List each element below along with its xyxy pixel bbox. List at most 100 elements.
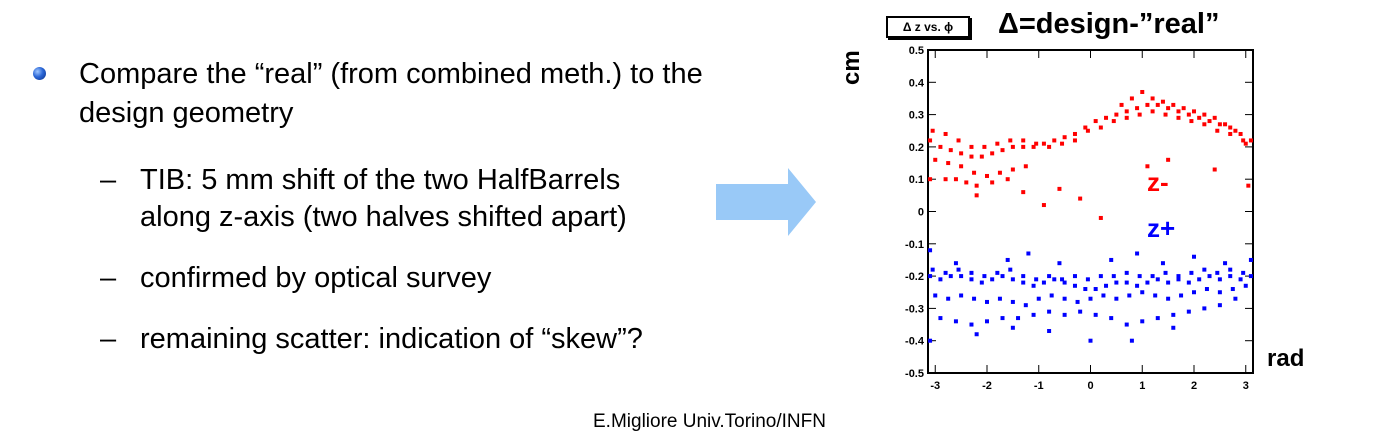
data-point [984, 173, 989, 178]
data-point [982, 144, 987, 149]
data-point [1228, 125, 1233, 130]
data-point [1031, 144, 1036, 149]
data-point [1197, 115, 1202, 120]
data-point [1098, 125, 1103, 130]
data-point [1010, 167, 1015, 172]
data-point [1083, 125, 1088, 130]
data-point [1021, 274, 1026, 279]
data-point [1145, 102, 1150, 107]
data-point [1127, 293, 1132, 298]
data-point [1021, 190, 1026, 195]
dash-1: – [100, 164, 117, 196]
data-point [1238, 131, 1243, 136]
data-point [1021, 138, 1026, 143]
series-label-z-plus: z+ [1147, 213, 1176, 243]
data-point [1085, 128, 1090, 133]
data-point [1052, 138, 1057, 143]
data-point [1150, 274, 1155, 279]
data-point [1145, 164, 1150, 169]
data-point [1021, 144, 1026, 149]
data-point [1010, 144, 1015, 149]
data-point [1197, 277, 1202, 282]
y-tick-label: 0.3 [909, 110, 924, 122]
data-point [1140, 89, 1145, 94]
x-tick-label: 3 [1243, 380, 1249, 392]
dash-2: – [100, 262, 117, 294]
data-point [1109, 257, 1114, 262]
data-point [1034, 141, 1039, 146]
y-tick-label: 0 [918, 207, 924, 219]
data-point [1049, 293, 1054, 298]
data-point [1005, 257, 1010, 262]
series-label-z-minus: z- [1147, 167, 1169, 197]
x-tick-label: 1 [1139, 380, 1145, 392]
data-point [1155, 277, 1160, 282]
data-point [984, 299, 989, 304]
data-point [1098, 274, 1103, 279]
data-point [1176, 277, 1181, 282]
data-point [997, 296, 1002, 301]
x-tick-label: -1 [1034, 380, 1044, 392]
data-point [1179, 293, 1184, 298]
data-point [1238, 277, 1243, 282]
data-point [959, 151, 964, 156]
data-point [1114, 296, 1119, 301]
data-point [928, 338, 933, 343]
data-point [1124, 270, 1129, 275]
data-point [1010, 299, 1015, 304]
sub-bullet-3-text: remaining scatter: indication of “skew”? [140, 323, 643, 355]
data-point [1248, 257, 1253, 262]
data-point [1166, 106, 1171, 111]
data-point [1171, 102, 1176, 107]
data-point [1031, 312, 1036, 317]
data-point [1160, 261, 1165, 266]
data-point [1215, 270, 1220, 275]
data-point [1072, 138, 1077, 143]
data-point [1031, 283, 1036, 288]
data-point [1241, 270, 1246, 275]
data-point [1093, 287, 1098, 292]
data-point [959, 274, 964, 279]
data-point [1060, 277, 1065, 282]
data-point [1129, 96, 1134, 101]
data-point [969, 270, 974, 275]
data-point [946, 161, 951, 166]
data-point [1176, 109, 1181, 114]
data-point [1072, 283, 1077, 288]
data-point [1005, 177, 1010, 182]
data-point [1075, 299, 1080, 304]
data-point [1217, 303, 1222, 308]
data-point [1212, 167, 1217, 172]
data-point [1135, 283, 1140, 288]
x-tick-label: -2 [982, 380, 992, 392]
data-point [1202, 306, 1207, 311]
data-point [1176, 274, 1181, 279]
data-point [995, 141, 1000, 146]
data-point [1207, 119, 1212, 124]
right-arrow-icon [716, 168, 816, 236]
data-point [1186, 309, 1191, 314]
data-point [1192, 254, 1197, 259]
data-point [933, 157, 938, 162]
data-point [1202, 112, 1207, 117]
data-point [948, 274, 953, 279]
data-point [933, 293, 938, 298]
data-point [1008, 267, 1013, 272]
data-point [1047, 274, 1052, 279]
data-point [956, 138, 961, 143]
data-point [1186, 112, 1191, 117]
data-point [1166, 157, 1171, 162]
data-point [1241, 138, 1246, 143]
data-point [1215, 128, 1220, 133]
x-tick-label: 0 [1087, 380, 1093, 392]
data-point [1114, 280, 1119, 285]
data-point [1026, 251, 1031, 256]
data-point [1062, 135, 1067, 140]
main-bullet-text: Compare the “real” (from combined meth.)… [79, 58, 703, 129]
data-point [928, 177, 933, 182]
x-axis-label: rad [1267, 345, 1305, 372]
data-point [946, 296, 951, 301]
y-tick-label: 0.2 [909, 142, 924, 154]
sub-bullet-1-line-2: along z-axis (two halves shifted apart) [140, 201, 627, 233]
data-point [974, 183, 979, 188]
